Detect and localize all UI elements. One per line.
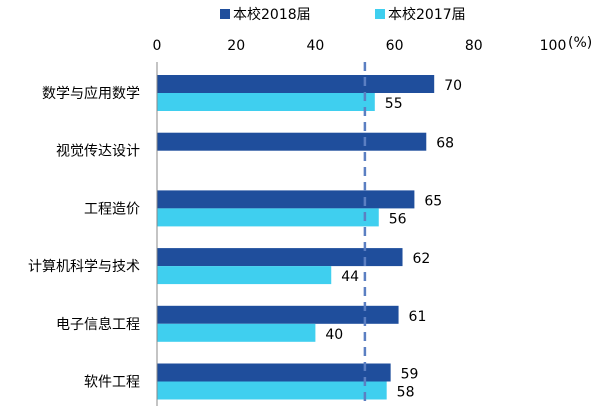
data-label: 65 [424,193,442,209]
category-label: 电子信息工程 [56,316,140,333]
x-tick-label: 60 [386,38,404,54]
data-label: 59 [401,367,419,383]
data-label: 55 [385,96,403,112]
bar-0 [157,132,427,151]
data-label: 44 [341,269,359,285]
legend-swatch-0 [220,9,230,19]
x-tick-label: 80 [465,38,483,54]
bar-0 [157,248,403,267]
x-tick-label: 20 [227,38,245,54]
x-tick-label: 0 [153,38,162,54]
data-labels: 70 55 68 65 56 62 44 61 40 59 58 [325,78,462,401]
bar-0 [157,75,435,93]
x-axis-ticks: 0 20 40 60 80 100 (%) [153,35,592,54]
category-label: 工程造价 [84,201,140,217]
legend-swatch-1 [375,9,385,19]
data-label: 56 [389,211,407,227]
data-label: 68 [436,136,454,152]
data-label: 70 [444,78,462,94]
data-label: 40 [325,327,343,343]
legend-label-0: 本校2018届 [233,6,311,23]
legend-label-1: 本校2017届 [388,6,466,23]
bar-1 [157,381,387,400]
x-tick-label: 100 [540,38,567,54]
x-tick-label: 40 [306,38,324,54]
bar-1 [157,266,332,285]
data-label: 58 [397,385,415,401]
x-unit-label: (%) [568,35,592,51]
legend: 本校2018届 本校2017届 [220,6,466,23]
bar-0 [157,190,415,209]
bar-1 [157,93,375,111]
data-label: 61 [409,309,427,325]
category-label: 视觉传达设计 [56,144,140,160]
category-label: 数学与应用数学 [42,85,140,102]
category-label: 软件工程 [84,375,140,391]
bar-0 [157,363,391,382]
category-label: 计算机科学与技术 [28,259,140,275]
bar-1 [157,323,316,342]
bars [157,75,435,400]
bar-1 [157,208,379,227]
bar-0 [157,305,399,324]
data-label: 62 [413,251,431,267]
